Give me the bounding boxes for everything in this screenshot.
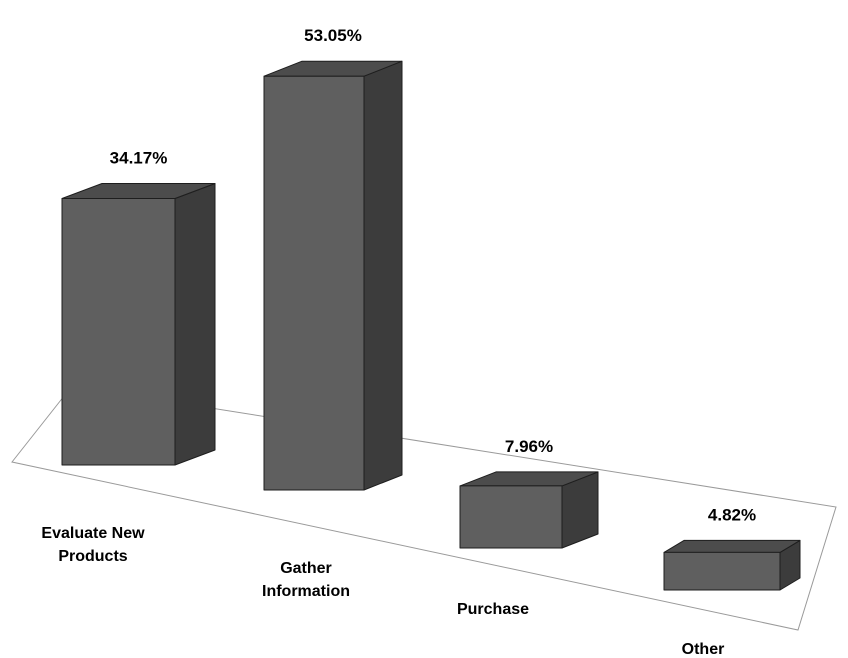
bar-side [174, 182, 216, 466]
bar [61, 182, 216, 466]
category-label-line: Purchase [457, 601, 529, 618]
value-labels: 34.17% 53.05% 7.96% 4.82% [110, 26, 756, 524]
bar-side [363, 60, 403, 491]
category-label-line: Products [58, 548, 127, 565]
category-label: Other [682, 641, 725, 658]
value-label: 34.17% [110, 148, 168, 167]
chart-floor [11, 385, 837, 631]
bar-front [263, 75, 365, 491]
category-label-line: Gather [280, 560, 332, 577]
bar-front [459, 485, 563, 549]
bar [663, 539, 801, 591]
value-label: 53.05% [304, 26, 362, 45]
category-label-line: Other [682, 641, 725, 658]
category-label: Evaluate New Products [41, 525, 145, 565]
bar-front [61, 197, 176, 466]
bar [459, 471, 599, 549]
category-label-line: Evaluate New [41, 525, 145, 542]
bars [61, 60, 801, 591]
category-label-line: Information [262, 583, 350, 600]
bar [263, 60, 403, 491]
category-label: Purchase [457, 601, 529, 618]
value-label: 4.82% [708, 505, 756, 524]
bar-front [663, 551, 781, 591]
category-label: Gather Information [262, 560, 350, 600]
value-label: 7.96% [505, 437, 553, 456]
category-labels: Evaluate New Products Gather Information Pur… [41, 525, 724, 658]
bar-top [663, 539, 801, 553]
